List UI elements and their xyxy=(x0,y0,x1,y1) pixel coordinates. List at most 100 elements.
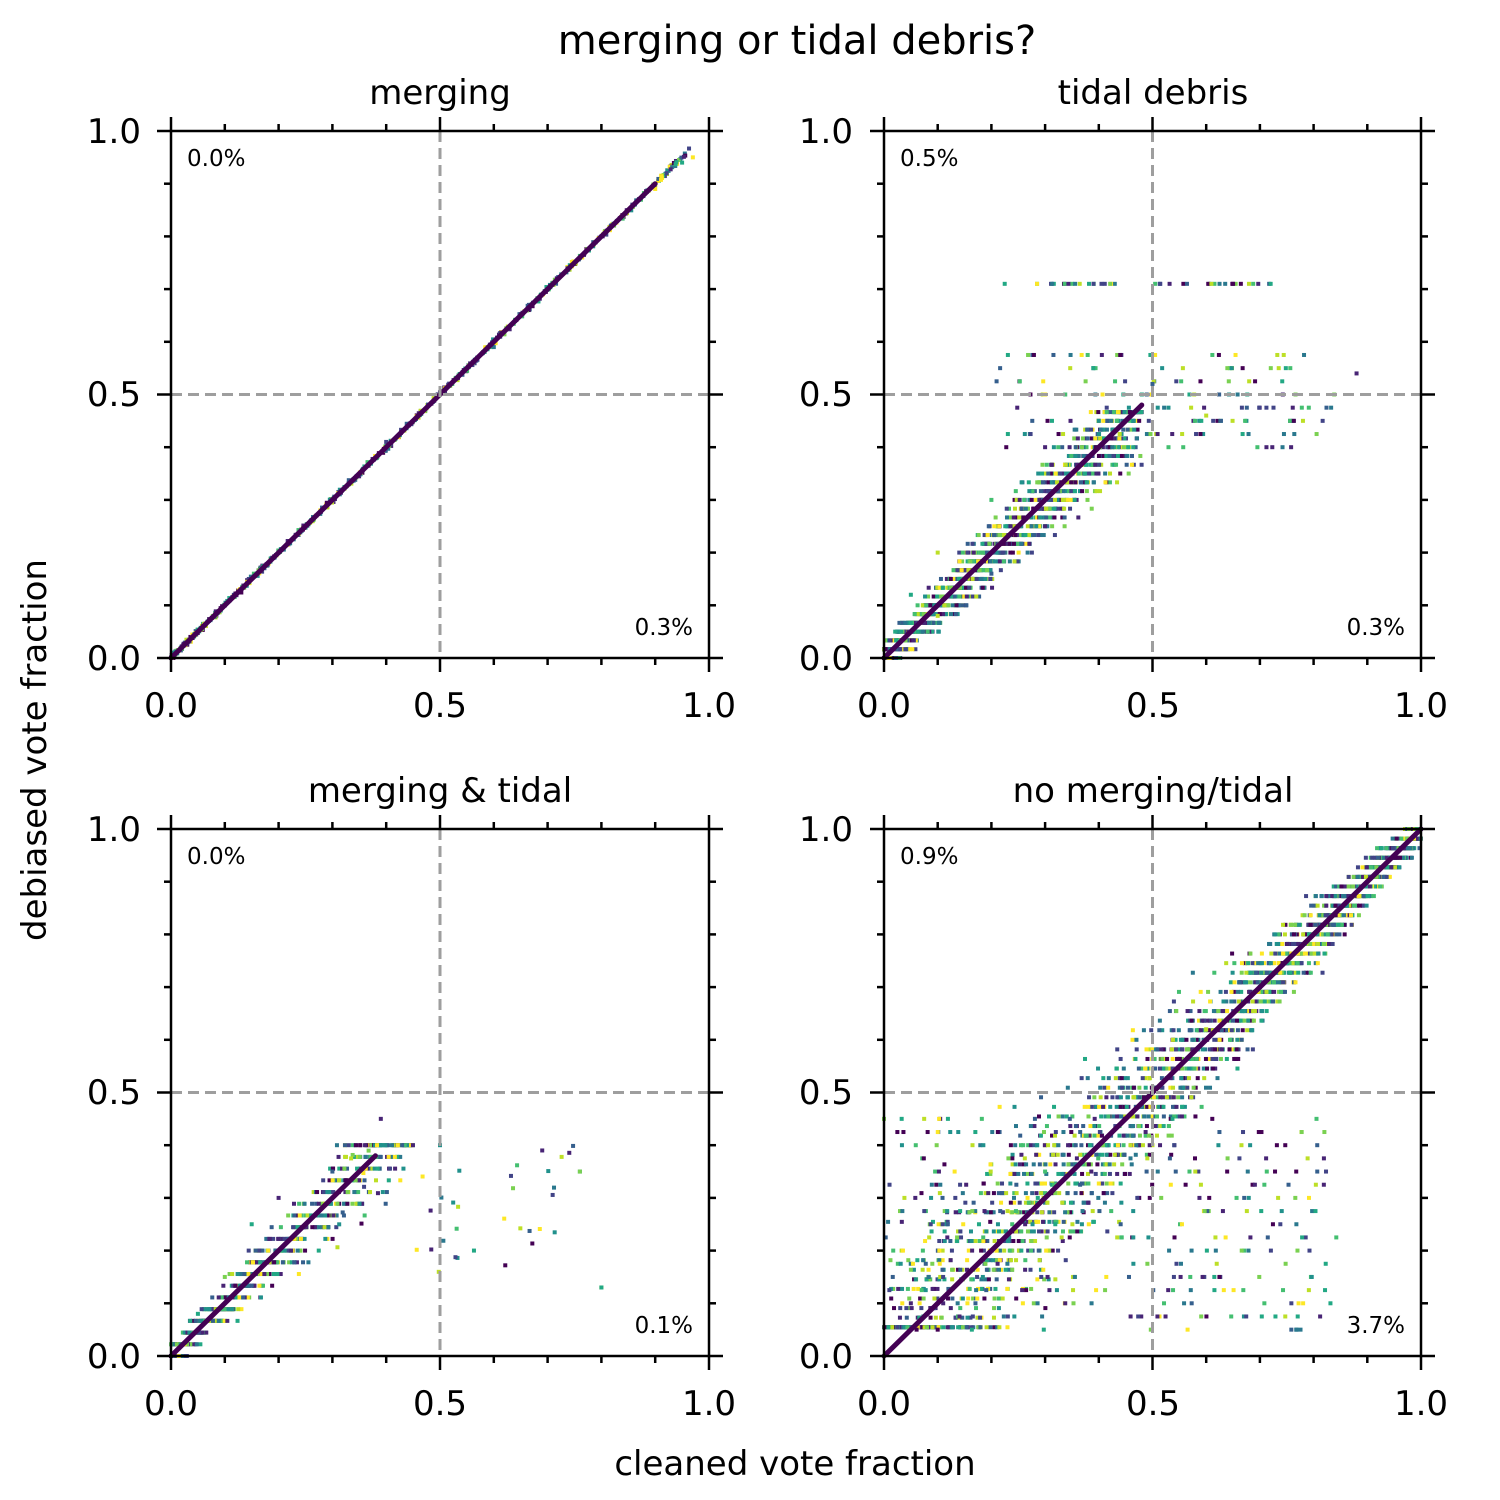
scatter-point xyxy=(276,1195,281,1200)
scatter-point xyxy=(193,1318,198,1323)
scatter-point xyxy=(1223,989,1228,994)
scatter-point xyxy=(887,638,892,643)
scatter-point xyxy=(1120,1085,1125,1090)
scatter-point xyxy=(1063,392,1068,397)
scatter-point xyxy=(1275,999,1280,1004)
scatter-point xyxy=(249,1222,254,1227)
scatter-point xyxy=(1270,999,1275,1004)
scatter-point xyxy=(343,1190,348,1195)
scatter-point xyxy=(1162,405,1167,410)
scatter-point xyxy=(1101,453,1106,458)
scatter-point xyxy=(328,1201,333,1206)
scatter-point xyxy=(930,629,935,634)
scatter-point xyxy=(966,1296,971,1301)
scatter-point xyxy=(1245,1047,1250,1052)
scatter-point xyxy=(280,1236,285,1241)
scatter-point xyxy=(971,1200,976,1205)
scatter-point xyxy=(1049,497,1054,502)
scatter-point xyxy=(1099,352,1104,357)
scatter-point xyxy=(599,1285,604,1290)
scatter-point xyxy=(997,1104,1002,1109)
scatter-point xyxy=(301,1260,306,1265)
scatter-point xyxy=(1050,281,1055,286)
scatter-point xyxy=(1033,1181,1038,1186)
scatter-point xyxy=(1164,1095,1169,1100)
scatter-point xyxy=(1322,903,1327,908)
scatter-point xyxy=(1088,1124,1093,1129)
scatter-point xyxy=(342,1143,347,1148)
scatter-point xyxy=(986,1210,991,1215)
scatter-point xyxy=(1174,379,1179,384)
panel-tidal-debris: tidal debris 0.5% 0.3% 0.0 0.5 1.0 0.0 0… xyxy=(799,73,1448,726)
scatter-point xyxy=(1188,1028,1193,1033)
scatter-point xyxy=(1111,410,1116,415)
scatter-point xyxy=(384,1190,389,1195)
scatter-point xyxy=(1061,1162,1066,1167)
scatter-point xyxy=(1074,462,1079,467)
scatter-point xyxy=(325,1236,330,1241)
scatter-point xyxy=(1185,1085,1190,1090)
scatter-point xyxy=(278,1272,283,1277)
scatter-point xyxy=(1150,381,1155,386)
scatter-point xyxy=(1066,1152,1071,1157)
scatter-point xyxy=(204,1307,209,1312)
scatter-point xyxy=(315,1190,320,1195)
scatter-point xyxy=(988,576,993,581)
scatter-point xyxy=(983,550,988,555)
scatter-point xyxy=(1180,432,1185,437)
scatter-point xyxy=(968,559,973,564)
scatter-point xyxy=(1068,1143,1073,1148)
scatter-point xyxy=(1198,379,1203,384)
scatter-point xyxy=(1032,489,1037,494)
scatter-point xyxy=(963,1200,968,1205)
scatter-point xyxy=(1060,1239,1065,1244)
scatter-point xyxy=(1131,1095,1136,1100)
scatter-point xyxy=(998,568,1003,573)
scatter-point xyxy=(297,1248,302,1253)
scatter-point xyxy=(1215,418,1220,423)
scatter-point xyxy=(984,541,989,546)
scatter-point xyxy=(357,1201,362,1206)
scatter-point xyxy=(383,1143,388,1148)
scatter-point xyxy=(1197,418,1202,423)
scatter-point xyxy=(1315,932,1320,937)
scatter-point xyxy=(984,1229,989,1234)
scatter-point xyxy=(345,1201,350,1206)
scatter-point xyxy=(374,1178,379,1183)
scatter-point xyxy=(1026,480,1031,485)
scatter-point xyxy=(1050,1248,1055,1253)
scatter-point xyxy=(331,1213,336,1218)
scatter-point xyxy=(1043,524,1048,529)
scatter-point xyxy=(552,1185,557,1190)
scatter-point xyxy=(1012,559,1017,564)
scatter-point xyxy=(327,1178,332,1183)
scatter-point xyxy=(1023,1267,1028,1272)
scatter-point xyxy=(1208,1028,1213,1033)
scatter-point xyxy=(993,1286,998,1291)
scatter-point xyxy=(1055,497,1060,502)
scatter-point xyxy=(198,1342,203,1347)
scatter-point xyxy=(1184,1037,1189,1042)
scatter-point xyxy=(439,1195,444,1200)
scatter-point xyxy=(956,1267,961,1272)
y-tick-label: 0.0 xyxy=(799,639,853,679)
scatter-point xyxy=(988,1286,993,1291)
scatter-point xyxy=(362,1178,367,1183)
scatter-point xyxy=(199,1318,204,1323)
scatter-point xyxy=(241,1295,246,1300)
scatter-point xyxy=(1022,432,1027,437)
scatter-point xyxy=(1080,436,1085,441)
scatter-point xyxy=(1176,989,1181,994)
scatter-point xyxy=(1052,506,1057,511)
panel-title: merging xyxy=(369,73,511,113)
scatter-point xyxy=(340,1166,345,1171)
scatter-point xyxy=(1100,1162,1105,1167)
scatter-point xyxy=(1097,462,1102,467)
scatter-point xyxy=(992,1325,997,1330)
scatter-point xyxy=(1038,1267,1043,1272)
scatter-point xyxy=(1134,1047,1139,1052)
scatter-point xyxy=(1207,1056,1212,1061)
scatter-point xyxy=(980,585,985,590)
scatter-point xyxy=(316,1201,321,1206)
